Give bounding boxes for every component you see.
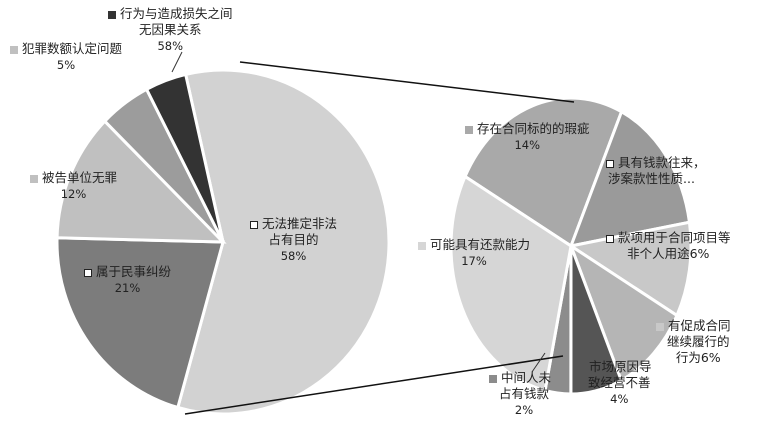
label-no-illegal-intent: 无法推定非法 占有目的 58%: [250, 216, 337, 264]
connector-line-bottom: [184, 355, 564, 415]
label-text: 非个人用途6%: [627, 246, 710, 261]
label-text: 犯罪数额认定问题: [22, 41, 123, 56]
label-text: 被告单位无罪: [42, 170, 118, 185]
label-no-causality: 行为与造成损失之间 无因果关系 58%: [108, 6, 233, 54]
label-text: 款项用于合同项目等: [618, 230, 731, 245]
label-pct: 17%: [461, 254, 487, 268]
label-text: 占有钱款: [499, 386, 550, 401]
main-pie-slice: [55, 236, 225, 410]
leader-line: [171, 51, 183, 73]
legend-marker: [465, 125, 473, 134]
label-text: 有促成合同: [668, 318, 731, 333]
legend-marker: [30, 174, 38, 183]
label-text: 市场原因导: [589, 359, 652, 374]
main-pie-slice: [144, 72, 225, 243]
label-text: 无因果关系: [139, 22, 202, 37]
label-non-personal-use: 款项用于合同项目等 非个人用途6%: [606, 230, 731, 262]
label-contract-defect: 存在合同标的的瑕疵 14%: [465, 121, 590, 153]
label-civil-dispute: 属于民事纠纷 21%: [84, 264, 171, 296]
label-pct: 58%: [280, 249, 307, 263]
main-pie-slice: [175, 68, 391, 416]
label-defendant-innocent: 被告单位无罪 12%: [30, 170, 117, 202]
legend-marker: [418, 241, 426, 250]
label-text: 可能具有还款能力: [430, 237, 531, 252]
legend-marker: [606, 234, 614, 243]
leader-line: [531, 352, 546, 373]
legend-marker: [656, 322, 664, 331]
label-text: 属于民事纠纷: [96, 264, 172, 279]
main-pie-slice: [55, 119, 227, 244]
label-text: 涉案款性性质...: [608, 171, 695, 186]
secondary-pie-slice: [567, 242, 679, 383]
label-money-exchange: 具有钱款往来， 涉案款性性质...: [606, 155, 706, 187]
label-text: 存在合同标的的瑕疵: [477, 121, 590, 136]
legend-marker: [577, 363, 585, 372]
legend-marker: [10, 45, 18, 54]
secondary-pie-slice: [567, 220, 693, 318]
legend-marker: [84, 268, 92, 277]
label-middleman: 中间人未 占有钱款 2%: [489, 370, 551, 418]
secondary-pie-slice: [568, 109, 692, 249]
label-text: 无法推定非法: [262, 216, 338, 231]
label-amount-issue: 犯罪数额认定问题 5%: [10, 41, 122, 73]
label-text: 继续履行的: [667, 334, 730, 349]
label-pct: 58%: [157, 39, 184, 53]
label-pct: 4%: [610, 392, 629, 406]
secondary-pie-slice: [449, 174, 573, 393]
label-market-reasons: 市场原因导 致经营不善 4%: [577, 359, 652, 407]
secondary-pie-slice: [463, 96, 624, 249]
label-text: 致经营不善: [588, 375, 651, 390]
label-text: 行为与造成损失之间: [120, 6, 233, 21]
legend-marker: [489, 374, 497, 383]
label-text: 具有钱款往来，: [618, 155, 706, 170]
label-pct: 2%: [514, 403, 534, 417]
label-text: 行为6%: [675, 350, 721, 365]
connector-line-top: [239, 61, 575, 103]
label-text: 占有目的: [268, 232, 319, 247]
label-repay-ability: 可能具有还款能力 17%: [418, 237, 530, 269]
label-pct: 12%: [60, 187, 87, 201]
legend-marker: [606, 159, 614, 168]
label-promote-contract: 有促成合同 继续履行的 行为6%: [656, 318, 731, 366]
legend-marker: [250, 220, 258, 229]
label-pct: 14%: [514, 138, 541, 152]
label-text: 中间人未: [501, 370, 552, 385]
label-pct: 21%: [114, 281, 141, 295]
label-pct: 5%: [56, 58, 76, 72]
legend-marker: [108, 10, 116, 19]
